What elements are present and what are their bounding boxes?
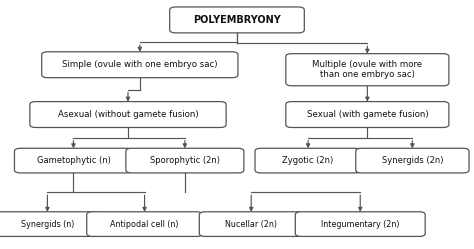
FancyBboxPatch shape [126,148,244,173]
Text: Asexual (without gamete fusion): Asexual (without gamete fusion) [58,110,198,119]
FancyBboxPatch shape [295,212,425,237]
FancyBboxPatch shape [356,148,469,173]
FancyBboxPatch shape [286,54,449,86]
Text: Multiple (ovule with more
than one embryo sac): Multiple (ovule with more than one embry… [312,60,422,79]
Text: Integumentary (2n): Integumentary (2n) [321,220,400,229]
Text: Zygotic (2n): Zygotic (2n) [283,156,334,165]
Text: Simple (ovule with one embryo sac): Simple (ovule with one embryo sac) [62,60,218,69]
Text: Synergids (n): Synergids (n) [21,220,74,229]
FancyBboxPatch shape [30,102,226,127]
FancyBboxPatch shape [42,52,238,78]
FancyBboxPatch shape [87,212,202,237]
FancyBboxPatch shape [14,148,132,173]
Text: Nucellar (2n): Nucellar (2n) [225,220,277,229]
FancyBboxPatch shape [170,7,304,33]
FancyBboxPatch shape [0,212,99,237]
Text: POLYEMBRYONY: POLYEMBRYONY [193,15,281,25]
FancyBboxPatch shape [286,102,449,127]
Text: Sporophytic (2n): Sporophytic (2n) [150,156,220,165]
Text: Sexual (with gamete fusion): Sexual (with gamete fusion) [307,110,428,119]
Text: Gametophytic (n): Gametophytic (n) [36,156,110,165]
FancyBboxPatch shape [255,148,361,173]
Text: Synergids (2n): Synergids (2n) [382,156,443,165]
FancyBboxPatch shape [199,212,303,237]
Text: Antipodal cell (n): Antipodal cell (n) [110,220,179,229]
